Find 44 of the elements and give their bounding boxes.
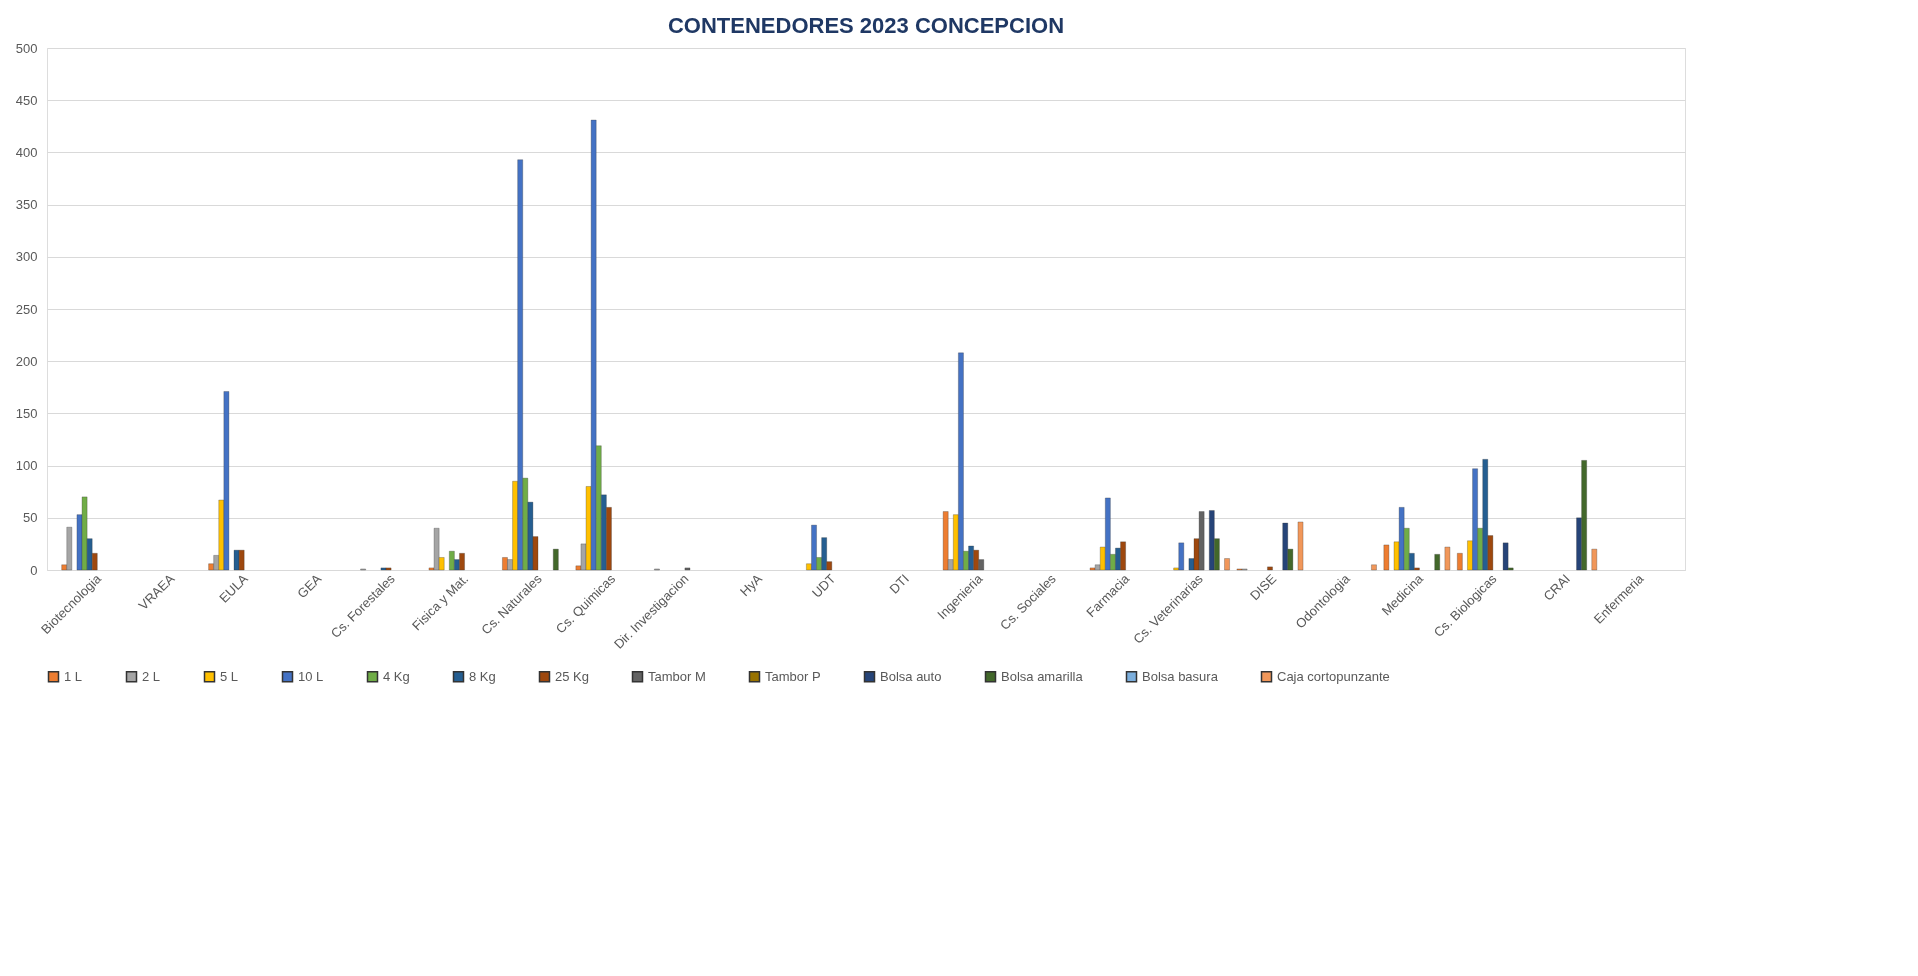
bar xyxy=(1444,546,1451,571)
bar xyxy=(1089,567,1096,571)
bar xyxy=(1383,544,1390,571)
x-tick-label: GEA xyxy=(294,570,325,602)
y-tick-label: 0 xyxy=(30,562,38,578)
bar xyxy=(502,557,508,571)
legend-label: Bolsa basura xyxy=(1142,668,1219,684)
y-tick-label: 250 xyxy=(15,301,38,317)
y-tick-label: 300 xyxy=(15,249,38,265)
bar xyxy=(1457,553,1463,571)
legend-label: Tambor P xyxy=(765,668,821,684)
bar xyxy=(942,511,949,571)
bar xyxy=(1434,554,1441,571)
bar xyxy=(449,550,455,571)
legend-label: Caja cortopunzante xyxy=(1277,668,1390,684)
legend-label: 10 L xyxy=(298,668,324,684)
legend-label: Bolsa auto xyxy=(880,668,942,684)
chart-title: CONTENEDORES 2023 CONCEPCION xyxy=(667,13,1065,38)
legend-label: 1 L xyxy=(64,668,83,684)
legend-label: Tambor M xyxy=(648,668,706,684)
y-tick-label: 400 xyxy=(15,144,38,160)
bar xyxy=(684,567,691,571)
y-tick-label: 500 xyxy=(15,40,38,56)
bar xyxy=(1267,566,1273,571)
y-tick-label: 150 xyxy=(15,405,38,421)
x-tick-label: DTI xyxy=(886,571,912,597)
y-tick-label: 50 xyxy=(23,510,38,526)
y-tick-label: 100 xyxy=(15,458,38,474)
bar xyxy=(1224,558,1230,571)
bar xyxy=(1371,564,1377,571)
legend-label: 5 L xyxy=(220,668,239,684)
y-tick-label: 450 xyxy=(15,92,38,108)
bar xyxy=(1104,497,1111,571)
legend-label: Bolsa amarilla xyxy=(1001,668,1084,684)
x-tick-label: HyA xyxy=(737,570,766,600)
bar xyxy=(552,548,559,571)
legend-label: 2 L xyxy=(142,668,161,684)
legend-label: 8 Kg xyxy=(469,668,496,684)
legend-label: 25 Kg xyxy=(555,668,589,684)
bar xyxy=(1591,548,1598,571)
y-tick-label: 350 xyxy=(15,197,38,213)
legend-label: 4 Kg xyxy=(383,668,410,684)
bar xyxy=(1297,521,1304,571)
y-tick-label: 200 xyxy=(15,353,38,369)
